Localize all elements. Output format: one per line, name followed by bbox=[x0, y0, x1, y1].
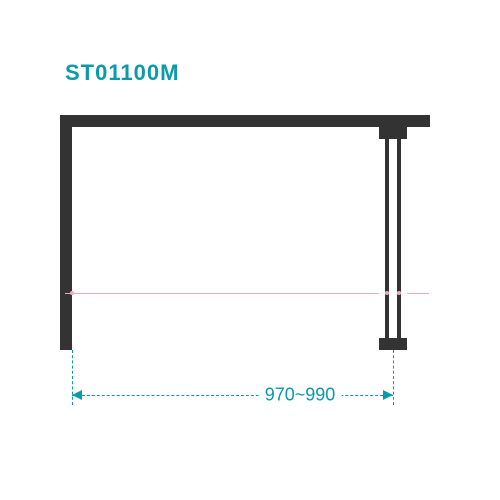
bracket-bottom bbox=[379, 338, 407, 350]
guide-line-2 bbox=[407, 293, 429, 294]
technical-drawing: ST01100M 970~990 bbox=[0, 0, 500, 500]
model-number-title: ST01100M bbox=[65, 60, 179, 86]
dimension-extension-right bbox=[393, 350, 394, 405]
dimension-arrow-left-icon bbox=[72, 390, 82, 400]
dimension-arrow-right-icon bbox=[383, 390, 393, 400]
frame-left-bar bbox=[60, 115, 72, 350]
guide-dot-1 bbox=[70, 291, 74, 295]
dimension-line bbox=[72, 395, 393, 396]
guide-dot-2 bbox=[385, 291, 389, 295]
bracket-top bbox=[379, 127, 407, 139]
guide-dot-3 bbox=[397, 291, 401, 295]
frame-top-bar bbox=[60, 115, 430, 127]
guide-line-1 bbox=[65, 293, 379, 294]
glass-panel-inner bbox=[389, 127, 397, 350]
dimension-label: 970~990 bbox=[259, 385, 342, 406]
